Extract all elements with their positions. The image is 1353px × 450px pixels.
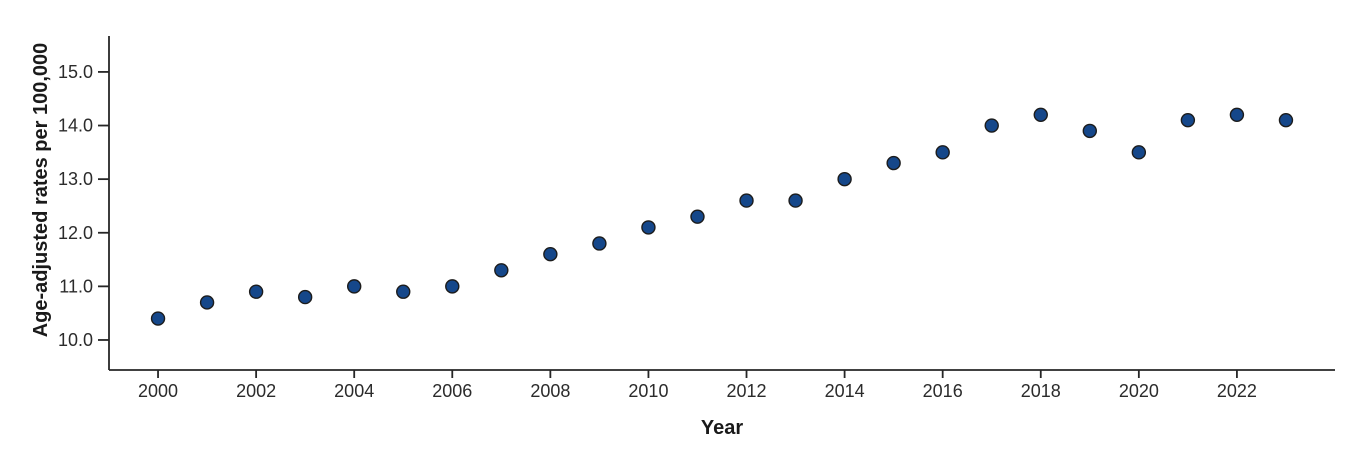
x-tick-label: 2000: [138, 381, 178, 401]
data-point: [248, 284, 264, 299]
data-point: [1131, 145, 1147, 160]
x-tick-label: 2008: [530, 381, 570, 401]
data-point: [1278, 112, 1294, 128]
data-point: [788, 193, 803, 208]
data-point: [297, 289, 313, 305]
y-tick-label: 15.0: [58, 62, 93, 82]
data-point: [984, 118, 999, 133]
data-points-layer: [150, 107, 1294, 326]
data-point: [199, 295, 215, 310]
data-point: [445, 279, 460, 294]
data-point: [347, 279, 362, 294]
data-point: [935, 145, 950, 160]
data-point: [690, 209, 705, 224]
y-tick-label: 13.0: [58, 169, 93, 189]
x-tick-label: 2004: [334, 381, 374, 401]
x-axis-title: Year: [701, 417, 743, 439]
x-tick-label: 2014: [825, 381, 865, 401]
x-tick-label: 2006: [432, 381, 472, 401]
x-tick-label: 2020: [1119, 381, 1159, 401]
data-point: [837, 171, 852, 187]
x-tick-label: 2018: [1021, 381, 1061, 401]
x-tick-label: 2002: [236, 381, 276, 401]
data-point: [494, 263, 509, 278]
y-tick-label: 11.0: [59, 276, 93, 296]
y-tick-label: 12.0: [58, 223, 93, 243]
data-point: [592, 236, 607, 251]
y-tick-label: 10.0: [58, 330, 93, 350]
data-point: [150, 311, 166, 326]
data-point: [1082, 123, 1098, 139]
x-tick-label: 2022: [1217, 381, 1257, 401]
y-axis-title: Age-adjusted rates per 100,000: [30, 43, 52, 338]
x-tick-label: 2016: [923, 381, 963, 401]
ticks-layer: 10.0 11.0 12.0 13.0 14.0 15.0 2000 2002 2004 2006…: [58, 62, 1257, 401]
x-tick-label: 2010: [628, 381, 668, 401]
data-point: [886, 155, 901, 171]
data-point: [396, 284, 411, 299]
data-point: [1229, 107, 1245, 123]
data-point: [543, 246, 558, 262]
data-point: [641, 220, 656, 235]
axes-layer: [108, 36, 1335, 371]
data-point: [739, 193, 754, 208]
data-point: [1033, 107, 1048, 123]
x-tick-label: 2012: [726, 381, 766, 401]
data-point: [1180, 112, 1196, 128]
y-tick-label: 14.0: [58, 116, 93, 136]
